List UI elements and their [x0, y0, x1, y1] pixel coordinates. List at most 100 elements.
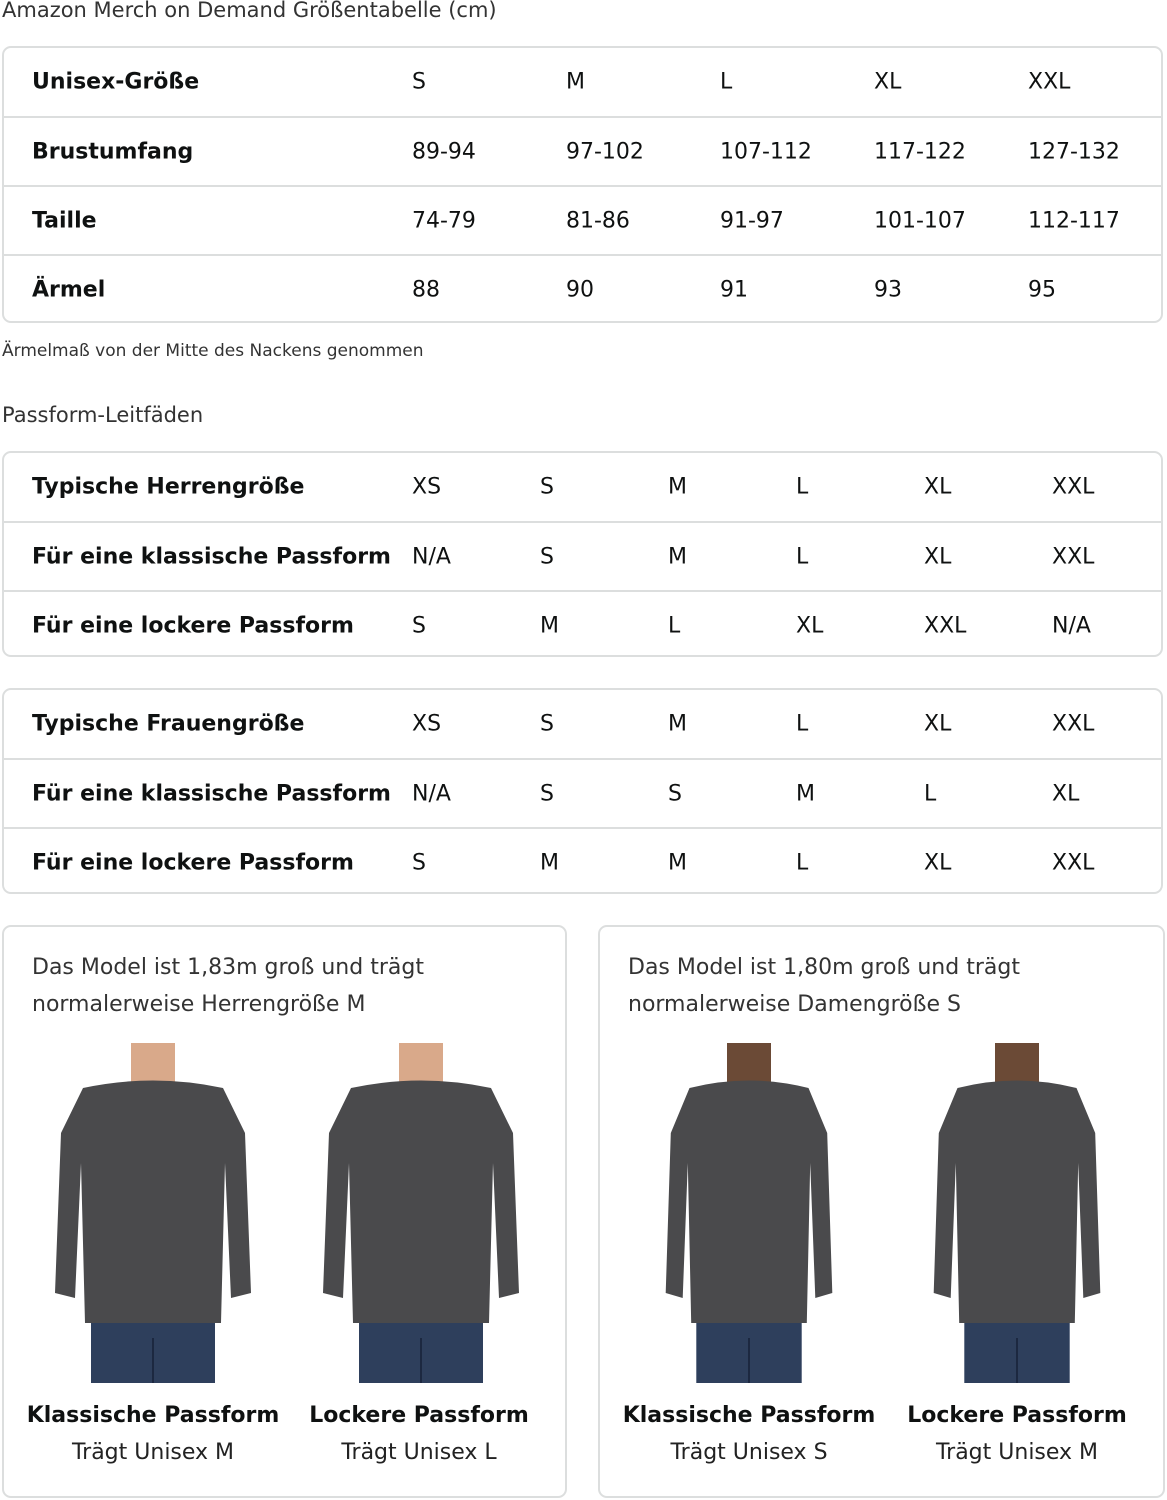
table-cell: S: [668, 781, 682, 806]
table-row: Für eine lockere Passform S M M L XL XXL: [4, 827, 1161, 896]
table-cell: M: [668, 544, 687, 569]
table-cell: L: [796, 474, 809, 500]
table-cell: L: [720, 69, 733, 95]
table-row: Ärmel 88 90 91 93 95: [4, 254, 1161, 323]
table-cell: XL: [924, 850, 952, 875]
table-cell: 89-94: [412, 139, 476, 164]
table-cell: L: [796, 850, 809, 875]
table-cell: 74-79: [412, 208, 476, 233]
row-label: Typische Frauengröße: [32, 711, 305, 737]
table-cell: XL: [924, 544, 952, 569]
table-cell: XXL: [1052, 544, 1095, 569]
table-cell: M: [566, 69, 585, 95]
table-cell: 107-112: [720, 139, 812, 164]
table-cell: XXL: [1052, 850, 1095, 875]
row-label: Brustumfang: [32, 139, 194, 164]
model-caption: Lockere Passform Trägt Unisex M: [882, 1403, 1152, 1465]
table-cell: 117-122: [874, 139, 966, 164]
wears-size: Trägt Unisex M: [935, 1440, 1099, 1465]
size-table: Unisex-Größe S M L XL XXL Brustumfang 89-94 97-1…: [2, 46, 1163, 323]
row-label: Ärmel: [32, 277, 106, 302]
table-cell: M: [668, 850, 687, 875]
table-cell: L: [796, 711, 809, 737]
table-cell: 88: [412, 277, 440, 302]
sleeve-note: Ärmelmaß von der Mitte des Nackens genom…: [2, 341, 424, 361]
table-cell: XL: [796, 613, 824, 638]
table-row: Typische Herrengröße XS S M L XL XXL: [4, 453, 1161, 521]
table-cell: 81-86: [566, 208, 630, 233]
row-label: Für eine lockere Passform: [32, 850, 354, 875]
table-row: Für eine klassische Passform N/A S M L XL XXL: [4, 521, 1161, 590]
table-cell: M: [668, 474, 687, 500]
table-cell: N/A: [1052, 613, 1091, 638]
women-fit-table: Typische Frauengröße XS S M L XL XXL Für eine k…: [2, 688, 1163, 894]
fit-label: Klassische Passform: [622, 1403, 876, 1428]
model-photo: [306, 1043, 536, 1383]
table-cell: 101-107: [874, 208, 966, 233]
table-cell: 91-97: [720, 208, 784, 233]
table-row: Unisex-Größe S M L XL XXL: [4, 48, 1161, 116]
fit-guides-title: Passform-Leitfäden: [2, 403, 204, 427]
wears-size: Trägt Unisex M: [71, 1440, 235, 1465]
row-label: Für eine lockere Passform: [32, 613, 354, 638]
table-row: Brustumfang 89-94 97-102 107-112 117-122 127-…: [4, 116, 1161, 185]
table-cell: XXL: [1028, 69, 1071, 95]
table-cell: S: [540, 711, 554, 737]
table-cell: XXL: [1052, 474, 1095, 500]
table-cell: M: [668, 711, 687, 737]
table-cell: XL: [924, 711, 952, 737]
wears-size: Trägt Unisex L: [341, 1440, 497, 1465]
table-cell: L: [796, 544, 809, 569]
model-description: Das Model ist 1,80m groß und trägt norma…: [628, 955, 1020, 1017]
table-cell: S: [412, 69, 426, 95]
table-cell: S: [412, 850, 426, 875]
table-cell: XXL: [924, 613, 967, 638]
table-row: Taille 74-79 81-86 91-97 101-107 112-117: [4, 185, 1161, 254]
table-cell: N/A: [412, 781, 451, 806]
table-cell: M: [540, 613, 559, 638]
table-cell: 112-117: [1028, 208, 1120, 233]
model-description: Das Model ist 1,83m groß und trägt norma…: [32, 955, 424, 1017]
table-cell: 97-102: [566, 139, 644, 164]
table-cell: L: [924, 781, 937, 806]
row-label: Taille: [32, 208, 97, 233]
table-cell: M: [540, 850, 559, 875]
women-model-card: Das Model ist 1,80m groß und trägt norma…: [598, 925, 1165, 1498]
men-fit-table: Typische Herrengröße XS S M L XL XXL Für eine k…: [2, 451, 1163, 657]
row-label: Unisex-Größe: [32, 69, 200, 95]
model-photo: [902, 1043, 1132, 1383]
table-cell: XXL: [1052, 711, 1095, 737]
model-photo: [38, 1043, 268, 1383]
fit-label: Lockere Passform: [309, 1403, 529, 1428]
men-model-card: Das Model ist 1,83m groß und trägt norma…: [2, 925, 567, 1498]
fit-label: Lockere Passform: [907, 1403, 1127, 1428]
table-row: Für eine lockere Passform S M L XL XXL N/A: [4, 590, 1161, 659]
table-cell: XL: [874, 69, 902, 95]
page-title: Amazon Merch on Demand Größentabelle (cm…: [2, 0, 497, 22]
table-cell: 93: [874, 277, 902, 302]
table-cell: XS: [412, 711, 442, 737]
table-cell: S: [540, 474, 554, 500]
row-label: Für eine klassische Passform: [32, 781, 391, 806]
model-caption: Lockere Passform Trägt Unisex L: [284, 1403, 554, 1465]
row-label: Für eine klassische Passform: [32, 544, 391, 569]
model-photo: [634, 1043, 864, 1383]
table-row: Für eine klassische Passform N/A S S M L XL: [4, 758, 1161, 827]
fit-label: Klassische Passform: [26, 1403, 280, 1428]
table-cell: XL: [924, 474, 952, 500]
table-cell: S: [412, 613, 426, 638]
table-cell: 91: [720, 277, 748, 302]
table-row: Typische Frauengröße XS S M L XL XXL: [4, 690, 1161, 758]
table-cell: L: [668, 613, 681, 638]
table-cell: S: [540, 544, 554, 569]
model-caption: Klassische Passform Trägt Unisex M: [18, 1403, 288, 1465]
wears-size: Trägt Unisex S: [670, 1440, 828, 1465]
table-cell: 127-132: [1028, 139, 1120, 164]
table-cell: XS: [412, 474, 442, 500]
table-cell: 90: [566, 277, 594, 302]
table-cell: XL: [1052, 781, 1080, 806]
table-cell: M: [796, 781, 815, 806]
row-label: Typische Herrengröße: [32, 474, 305, 500]
model-caption: Klassische Passform Trägt Unisex S: [614, 1403, 884, 1465]
table-cell: S: [540, 781, 554, 806]
